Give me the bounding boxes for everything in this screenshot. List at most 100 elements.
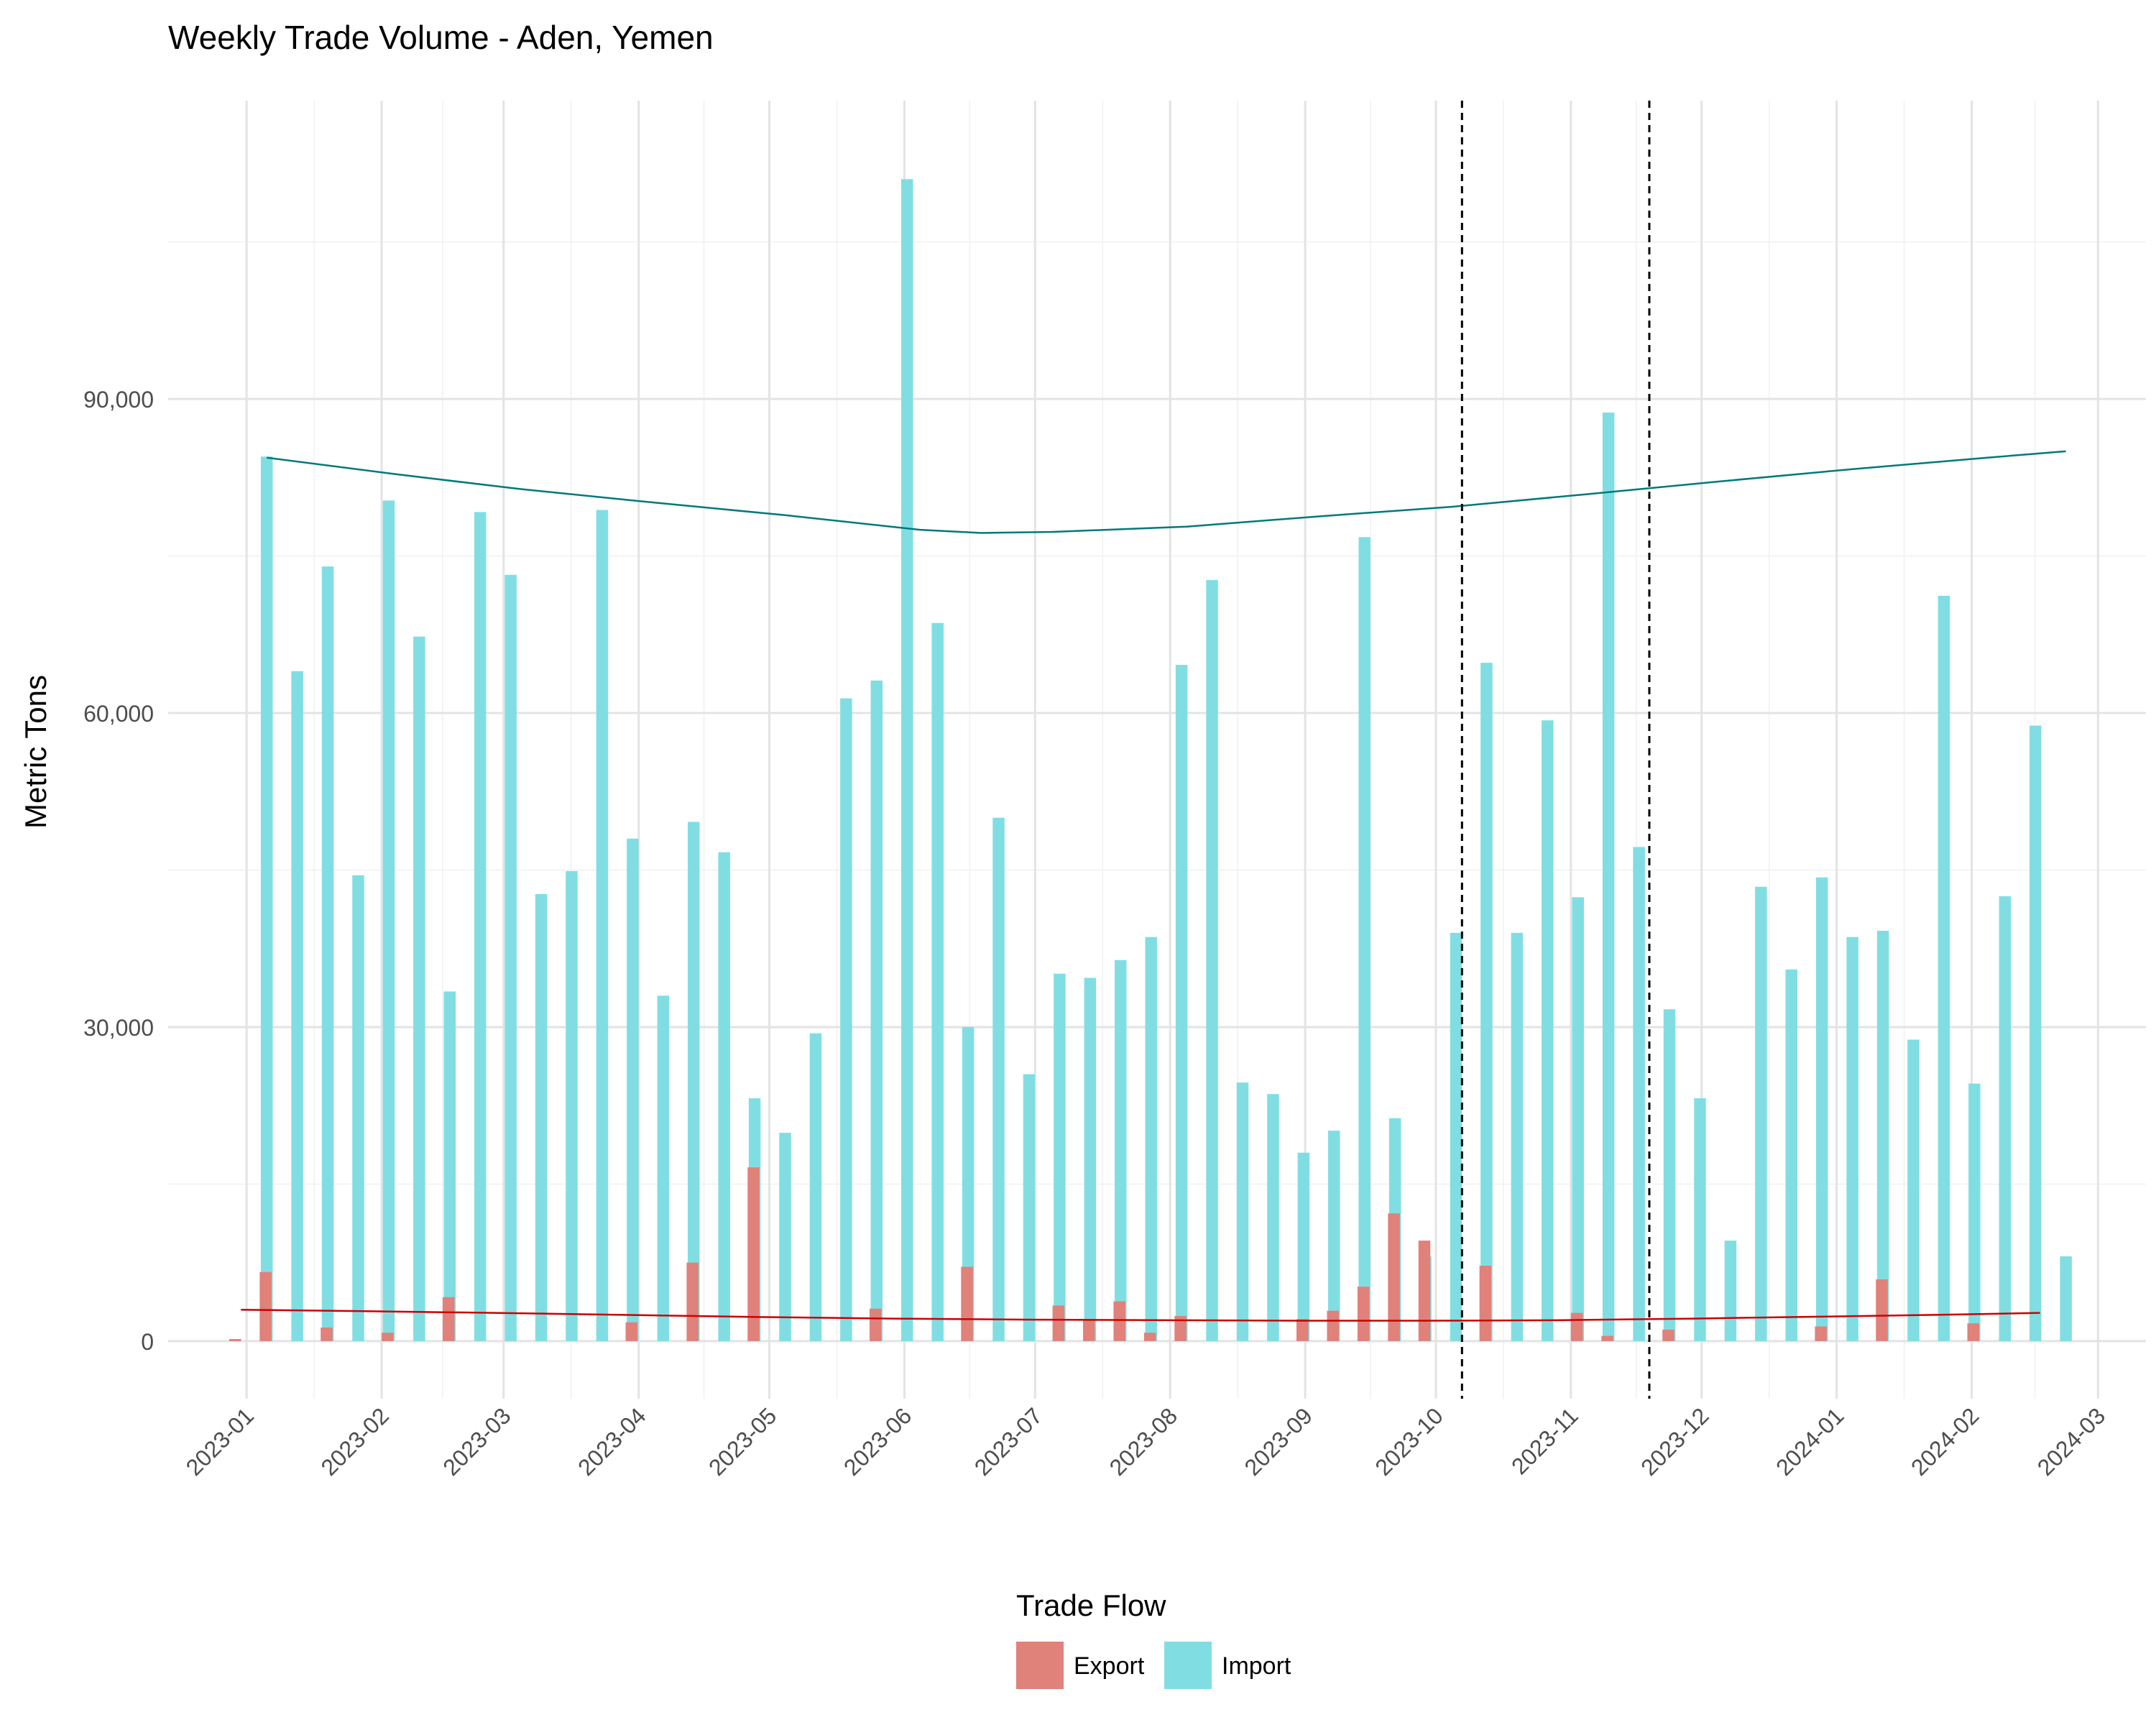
export-bar xyxy=(1174,1315,1187,1341)
y-tick-label: 30,000 xyxy=(83,1015,154,1041)
import-bar xyxy=(1175,665,1188,1341)
import-bar xyxy=(1511,932,1524,1341)
import-bar xyxy=(657,995,670,1341)
import-bar xyxy=(1328,1131,1340,1341)
import-bar xyxy=(1968,1083,1981,1341)
x-tick-label: 2024-01 xyxy=(1771,1402,1848,1480)
import-bar xyxy=(1572,897,1584,1341)
import-bar xyxy=(1938,595,1950,1341)
import-bar xyxy=(1145,937,1157,1341)
import-bar xyxy=(2060,1256,2072,1341)
import-bar xyxy=(321,566,334,1341)
export-trend-line xyxy=(241,1308,2040,1322)
import-bar xyxy=(474,512,487,1341)
import-bar xyxy=(1846,937,1858,1341)
import-bar xyxy=(627,838,639,1341)
import-bar xyxy=(1023,1074,1036,1341)
x-tick-label: 2023-12 xyxy=(1636,1402,1713,1480)
import-bar xyxy=(1876,930,1889,1341)
import-bar xyxy=(291,671,303,1341)
export-bar xyxy=(961,1266,973,1341)
import-bar xyxy=(992,817,1005,1341)
import-bar xyxy=(687,822,700,1341)
import-bar xyxy=(260,456,273,1341)
bars-layer xyxy=(229,179,2072,1341)
x-tick-label: 2023-11 xyxy=(1506,1402,1583,1479)
import-bar xyxy=(779,1133,791,1341)
import-bar xyxy=(566,870,578,1341)
export-bar xyxy=(1052,1305,1065,1341)
export-bar xyxy=(1479,1266,1492,1341)
grid-layer xyxy=(168,101,2146,1399)
export-bar xyxy=(1570,1312,1583,1341)
y-tick-label: 90,000 xyxy=(83,387,154,413)
import-bar xyxy=(1358,537,1370,1341)
import-bar xyxy=(1602,413,1615,1341)
export-bar xyxy=(229,1338,241,1341)
x-tick-label: 2023-03 xyxy=(438,1402,515,1480)
x-tick-label: 2024-02 xyxy=(1906,1402,1984,1480)
import-bar xyxy=(352,875,364,1341)
import-bar xyxy=(596,510,609,1341)
event-lines-layer xyxy=(1460,101,1651,1399)
import-bar xyxy=(1633,847,1645,1341)
export-bar xyxy=(625,1322,638,1341)
export-bar xyxy=(747,1167,760,1341)
y-tick-label: 0 xyxy=(141,1329,154,1355)
x-tick-label: 2023-07 xyxy=(969,1402,1047,1480)
export-bar xyxy=(1967,1323,1980,1341)
import-bar xyxy=(1297,1152,1310,1341)
import-bar xyxy=(1206,580,1218,1341)
import-bar xyxy=(900,179,913,1341)
legend-key-import xyxy=(1164,1642,1212,1689)
import-trend-line xyxy=(267,450,2066,534)
import-bar xyxy=(1907,1039,1920,1341)
y-tick-label: 60,000 xyxy=(83,701,154,727)
export-bar xyxy=(1083,1320,1095,1341)
import-bar xyxy=(413,636,425,1341)
import-bar xyxy=(1724,1241,1737,1341)
import-bar xyxy=(1694,1098,1706,1341)
x-tick-label: 2023-02 xyxy=(315,1402,393,1480)
legend: Trade Flow Export Import xyxy=(1016,1588,1291,1689)
import-bar xyxy=(505,574,517,1341)
legend-key-export xyxy=(1016,1642,1064,1689)
import-bar xyxy=(1542,720,1554,1341)
export-bar xyxy=(382,1333,394,1341)
x-tick-label: 2023-06 xyxy=(839,1402,916,1480)
x-tick-label: 2023-05 xyxy=(704,1402,781,1480)
export-bar xyxy=(686,1262,699,1341)
import-bar xyxy=(1115,960,1127,1341)
import-bar xyxy=(1815,877,1828,1341)
y-axis-label: Metric Tons xyxy=(19,675,52,829)
x-tick-label: 2023-08 xyxy=(1105,1402,1182,1480)
import-bar xyxy=(2029,725,2042,1341)
export-bar xyxy=(1296,1319,1309,1341)
export-bar xyxy=(1113,1301,1125,1341)
x-tick-label: 2024-03 xyxy=(2032,1402,2110,1480)
export-bar xyxy=(1601,1335,1613,1341)
import-bar xyxy=(1450,932,1462,1341)
import-bar xyxy=(443,991,456,1341)
export-bar xyxy=(259,1271,272,1341)
import-bar xyxy=(1054,973,1066,1341)
x-tick-label: 2023-04 xyxy=(573,1402,650,1480)
import-bar xyxy=(1999,896,2012,1341)
import-bar xyxy=(382,500,395,1341)
import-bar xyxy=(535,893,548,1341)
x-tick-label: 2023-09 xyxy=(1240,1402,1317,1480)
x-tick-label: 2023-01 xyxy=(181,1402,259,1480)
export-bar xyxy=(1388,1213,1400,1341)
import-bar xyxy=(718,852,730,1341)
import-bar xyxy=(1084,978,1097,1341)
trend-lines-layer xyxy=(241,450,2066,1322)
export-bar xyxy=(869,1308,882,1341)
export-bar xyxy=(1662,1329,1674,1341)
import-bar xyxy=(1236,1082,1249,1341)
export-bar xyxy=(1876,1279,1888,1341)
export-bar xyxy=(1357,1287,1370,1341)
export-bar xyxy=(1143,1333,1156,1341)
import-bar xyxy=(809,1033,822,1341)
